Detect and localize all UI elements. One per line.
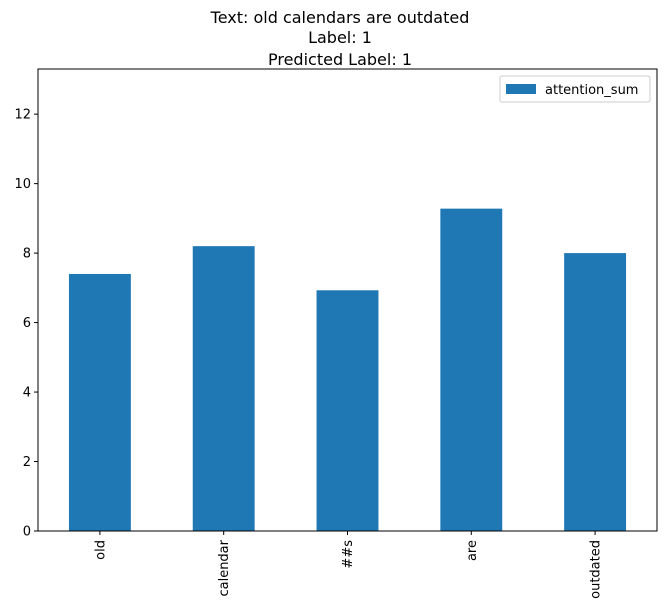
x-tick-label: calendar	[217, 539, 232, 596]
x-tick-label: old	[93, 540, 108, 560]
y-tick-label: 6	[23, 316, 31, 331]
bar-old	[68, 273, 131, 531]
legend-swatch	[506, 84, 536, 94]
x-axis: old calendar ##s are outdated	[93, 531, 604, 599]
y-tick-label: 4	[23, 386, 31, 401]
y-tick-label: 10	[14, 177, 31, 192]
plot-frame	[37, 68, 658, 532]
bar-outdated	[564, 253, 627, 531]
y-tick-label: 8	[23, 247, 31, 262]
y-axis: 0 2 4 6 8 10 12	[14, 108, 38, 540]
y-tick-label: 12	[14, 108, 31, 123]
legend-box	[499, 75, 651, 103]
legend: attention_sum	[499, 75, 651, 103]
chart-title-line-1: Text: old calendars are outdated	[210, 8, 470, 27]
legend-label: attention_sum	[545, 83, 638, 98]
bar-s	[316, 290, 379, 531]
bars-group	[68, 208, 627, 532]
x-tick-label: outdated	[589, 540, 604, 599]
y-tick-label: 2	[23, 455, 31, 470]
chart-title: Text: old calendars are outdated Label: …	[210, 8, 470, 69]
chart-title-line-2: Label: 1	[308, 28, 372, 47]
chart-title-line-3: Predicted Label: 1	[268, 50, 412, 69]
x-tick-label: ##s	[341, 540, 356, 569]
bar-calendar	[192, 246, 255, 531]
x-tick-label: are	[465, 540, 480, 561]
y-tick-label: 0	[23, 525, 31, 540]
bar-are	[440, 208, 503, 532]
